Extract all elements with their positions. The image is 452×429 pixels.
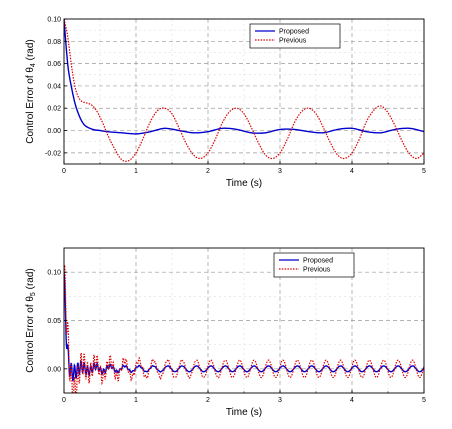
y-tick-label: 0.04 (47, 83, 61, 90)
x-tick-label: 1 (134, 397, 138, 404)
legend-label-previous: Previous (303, 267, 331, 274)
x-tick-label: 0 (62, 168, 66, 175)
y-axis-label-unit: (rad) (25, 268, 36, 292)
y-tick-label: 0.00 (47, 366, 61, 373)
series-group (64, 264, 424, 393)
x-tick-label: 5 (422, 397, 426, 404)
x-tick-label: 3 (278, 397, 282, 404)
y-tick-label: 0.00 (47, 128, 61, 135)
y-axis-label: Control Error of θ5 (rad) (25, 268, 37, 373)
series-line-previous (64, 19, 424, 162)
y-tick-label: 0.05 (47, 318, 61, 325)
y-axis-label-main: Control Error of θ (25, 296, 36, 373)
x-axis-label: Time (s) (226, 407, 262, 418)
y-axis-label-unit: (rad) (25, 39, 36, 63)
y-tick-label: -0.02 (45, 150, 61, 157)
legend-label-proposed: Proposed (303, 258, 333, 265)
x-axis-label: Time (s) (226, 178, 262, 189)
series-group (64, 19, 424, 162)
chart-theta4: 0 1 2 3 4 5 -0.02 0.00 0.02 0.04 0.06 0.08 0.10 Time … (25, 17, 426, 190)
series-line-previous (64, 264, 424, 393)
y-tick-label: 0.10 (47, 270, 61, 277)
x-tick-label: 4 (350, 168, 354, 175)
legend-box (273, 252, 355, 278)
y-tick-label: 0.08 (47, 39, 61, 46)
y-axis-label-subscript: 4 (30, 63, 37, 67)
y-axis-label-main: Control Error of θ (25, 67, 36, 144)
y-axis-label-subscript: 5 (30, 292, 37, 296)
legend-label-previous: Previous (279, 38, 307, 45)
y-tick-label: 0.02 (47, 106, 61, 113)
x-tick-label: 3 (278, 168, 282, 175)
legend-box (249, 23, 341, 49)
x-tick-label: 4 (350, 397, 354, 404)
legend-label-proposed: Proposed (279, 29, 309, 36)
x-tick-label: 0 (62, 397, 66, 404)
y-tick-label: 0.06 (47, 61, 61, 68)
y-tick-label: 0.10 (47, 17, 61, 24)
x-tick-label: 2 (206, 397, 210, 404)
x-tick-label: 2 (206, 168, 210, 175)
chart-theta5: 0 1 2 3 4 5 0.00 0.05 0.10 Time (s) Control Error … (25, 247, 426, 418)
series-line-proposed (64, 19, 424, 135)
y-axis-label: Control Error of θ4 (rad) (25, 39, 37, 144)
x-tick-label: 1 (134, 168, 138, 175)
x-tick-label: 5 (422, 168, 426, 175)
